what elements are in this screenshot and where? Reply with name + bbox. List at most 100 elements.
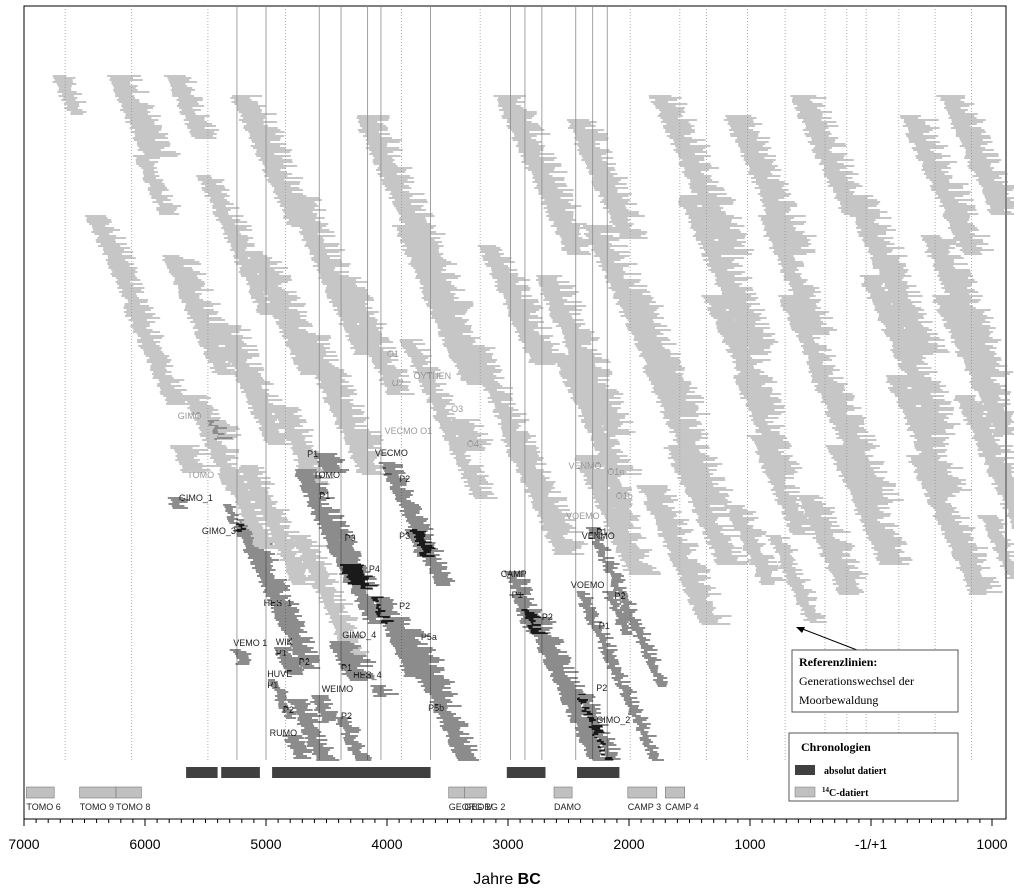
c14-chronology-bar <box>627 786 658 799</box>
legend-swatch-c14 <box>794 786 816 798</box>
legend-swatch-absolute <box>795 765 815 775</box>
x-tick-label: 6000 <box>129 836 160 852</box>
sequence-label: TOMO <box>313 470 340 480</box>
reference-box-frame <box>791 649 959 713</box>
absolute-chronology-bar <box>577 767 620 778</box>
arrow-head-icon <box>796 627 805 633</box>
c14-chronology-bar <box>664 786 685 799</box>
sequence-label: P2 <box>299 657 310 667</box>
sequence-label: CAMP <box>501 569 527 579</box>
sequence-label: P2 <box>399 474 410 484</box>
sequence-label: VOEMO <box>566 511 600 521</box>
legend-label-c14: 14C-datiert <box>822 786 869 799</box>
legend-frame <box>788 732 959 802</box>
x-tick-label: 3000 <box>492 836 523 852</box>
c14-chronology-label: CAMP 3 <box>628 802 661 812</box>
sequence-label: RUMO <box>270 728 298 738</box>
sequence-label: P1 <box>599 621 610 631</box>
c14-chronology-bar <box>448 786 465 799</box>
reference-box-line-1: Generationswechsel der <box>799 674 914 688</box>
legend-label-absolute: absolut datiert <box>824 766 887 777</box>
reference-arrow <box>799 627 858 651</box>
sequence-label: VOEMO <box>571 580 605 590</box>
sequence-label: P1 <box>341 663 352 673</box>
sequence-label: P1 <box>319 491 330 501</box>
c14-chronology-bar <box>553 786 573 799</box>
absolute-chronology-bar <box>186 767 218 778</box>
c14-chronology-label: GEORG 1/ <box>449 802 493 812</box>
x-tick-label: 5000 <box>250 836 281 852</box>
c14-chronology-bar <box>26 786 55 799</box>
x-tick-label: 4000 <box>371 836 402 852</box>
sequence-label: O3 <box>451 404 463 414</box>
sequence-label: HES_1 <box>264 598 293 608</box>
sequence-label: P1 <box>276 648 287 658</box>
sequence-label: O1a <box>607 467 624 477</box>
sequence-label: O1b <box>616 491 633 501</box>
sequence-label: P5a <box>421 632 437 642</box>
sequence-label: P2 <box>596 683 607 693</box>
chronology-bars: TOMO 6 TOMO 9 TOMO 8 GEORG 1/GEORG 2 DAMO CAM… <box>26 767 699 812</box>
x-axis-title-unit: BC <box>518 871 542 888</box>
sequence-label: WIK <box>276 637 293 647</box>
sequence-label: P2 <box>399 601 410 611</box>
sequence-label: P1 <box>512 590 523 600</box>
x-tick-label: 1000 <box>976 836 1007 852</box>
sequence-label: O4 <box>467 439 479 449</box>
sequence-label: GIMO_3 <box>202 526 236 536</box>
x-axis: 7000 6000 5000 4000 3000 2000 1000 -1/+1 1000 <box>8 819 1008 852</box>
legend: Chronologien absolut datiert 14C-datiert <box>788 732 959 802</box>
c14-chronology-label: GEORG 2 <box>464 802 505 812</box>
reference-box-line-2: Moorbewaldung <box>799 693 878 707</box>
sequence-label: GIMO_2 <box>596 715 630 725</box>
sequence-label: VEMO 1 <box>233 638 267 648</box>
sequence-label: HUVE <box>267 669 292 679</box>
x-axis-title-prefix: Jahre <box>473 871 517 888</box>
reference-box-title: Referenzlinien: <box>799 655 877 669</box>
sequence-label: P2 <box>341 711 352 721</box>
sequence-label: VECMO <box>375 448 408 458</box>
sequence-label: VECMO O1 <box>385 426 433 436</box>
sequence-label: P2 <box>542 612 553 622</box>
sequence-label: GIMO_4 <box>342 630 376 640</box>
sequence-label: OYTHEN <box>414 371 452 381</box>
sequence-label: P2 <box>615 591 626 601</box>
sequence-label: P1 <box>307 449 318 459</box>
c14-chronology-label: DAMO <box>554 802 581 812</box>
x-tick-label: 1000 <box>734 836 765 852</box>
absolute-chronology-bar <box>506 767 546 778</box>
sequence-label: TOMO <box>187 470 214 480</box>
background-sequences <box>52 75 1014 655</box>
absolute-chronology-bar <box>272 767 431 778</box>
c14-chronology-label: TOMO 6 <box>26 802 60 812</box>
svg-text:Jahre BC: Jahre BC <box>473 871 541 888</box>
c14-chronology-bar <box>115 786 142 799</box>
legend-sup-14: 14 <box>822 786 830 794</box>
c14-chronology-label: TOMO 8 <box>116 802 150 812</box>
c14-chronology-bar <box>464 786 487 799</box>
sequence-label: WEIMO <box>322 684 354 694</box>
legend-label-c14-text: C-datiert <box>829 788 869 799</box>
reference-box: Referenzlinien: Generationswechsel der M… <box>791 627 959 713</box>
sequence-label: VENMO <box>569 461 602 471</box>
c14-chronology-label: TOMO 9 <box>80 802 114 812</box>
sequence-label: P3 <box>345 533 356 543</box>
x-axis-title: Jahre BC <box>473 871 541 888</box>
site-sequences <box>167 339 668 761</box>
sequence-label: HES_4 <box>353 670 382 680</box>
sequence-label: GIMO <box>178 411 202 421</box>
absolute-chronology-bar <box>221 767 260 778</box>
c14-chronology-label: CAMP 4 <box>665 802 698 812</box>
x-tick-label: 7000 <box>8 836 39 852</box>
sequence-label: P4 <box>369 564 380 574</box>
x-tick-label: -1/+1 <box>855 836 888 852</box>
x-tick-label: 2000 <box>613 836 644 852</box>
sequence-label: O1 <box>387 349 399 359</box>
sequence-label: VENMO <box>582 531 615 541</box>
c14-chronology-bar <box>79 786 117 799</box>
sequence-label: P2 <box>283 705 294 715</box>
sequence-label: GIMO_1 <box>179 493 213 503</box>
sequence-label: P1 <box>596 527 607 537</box>
